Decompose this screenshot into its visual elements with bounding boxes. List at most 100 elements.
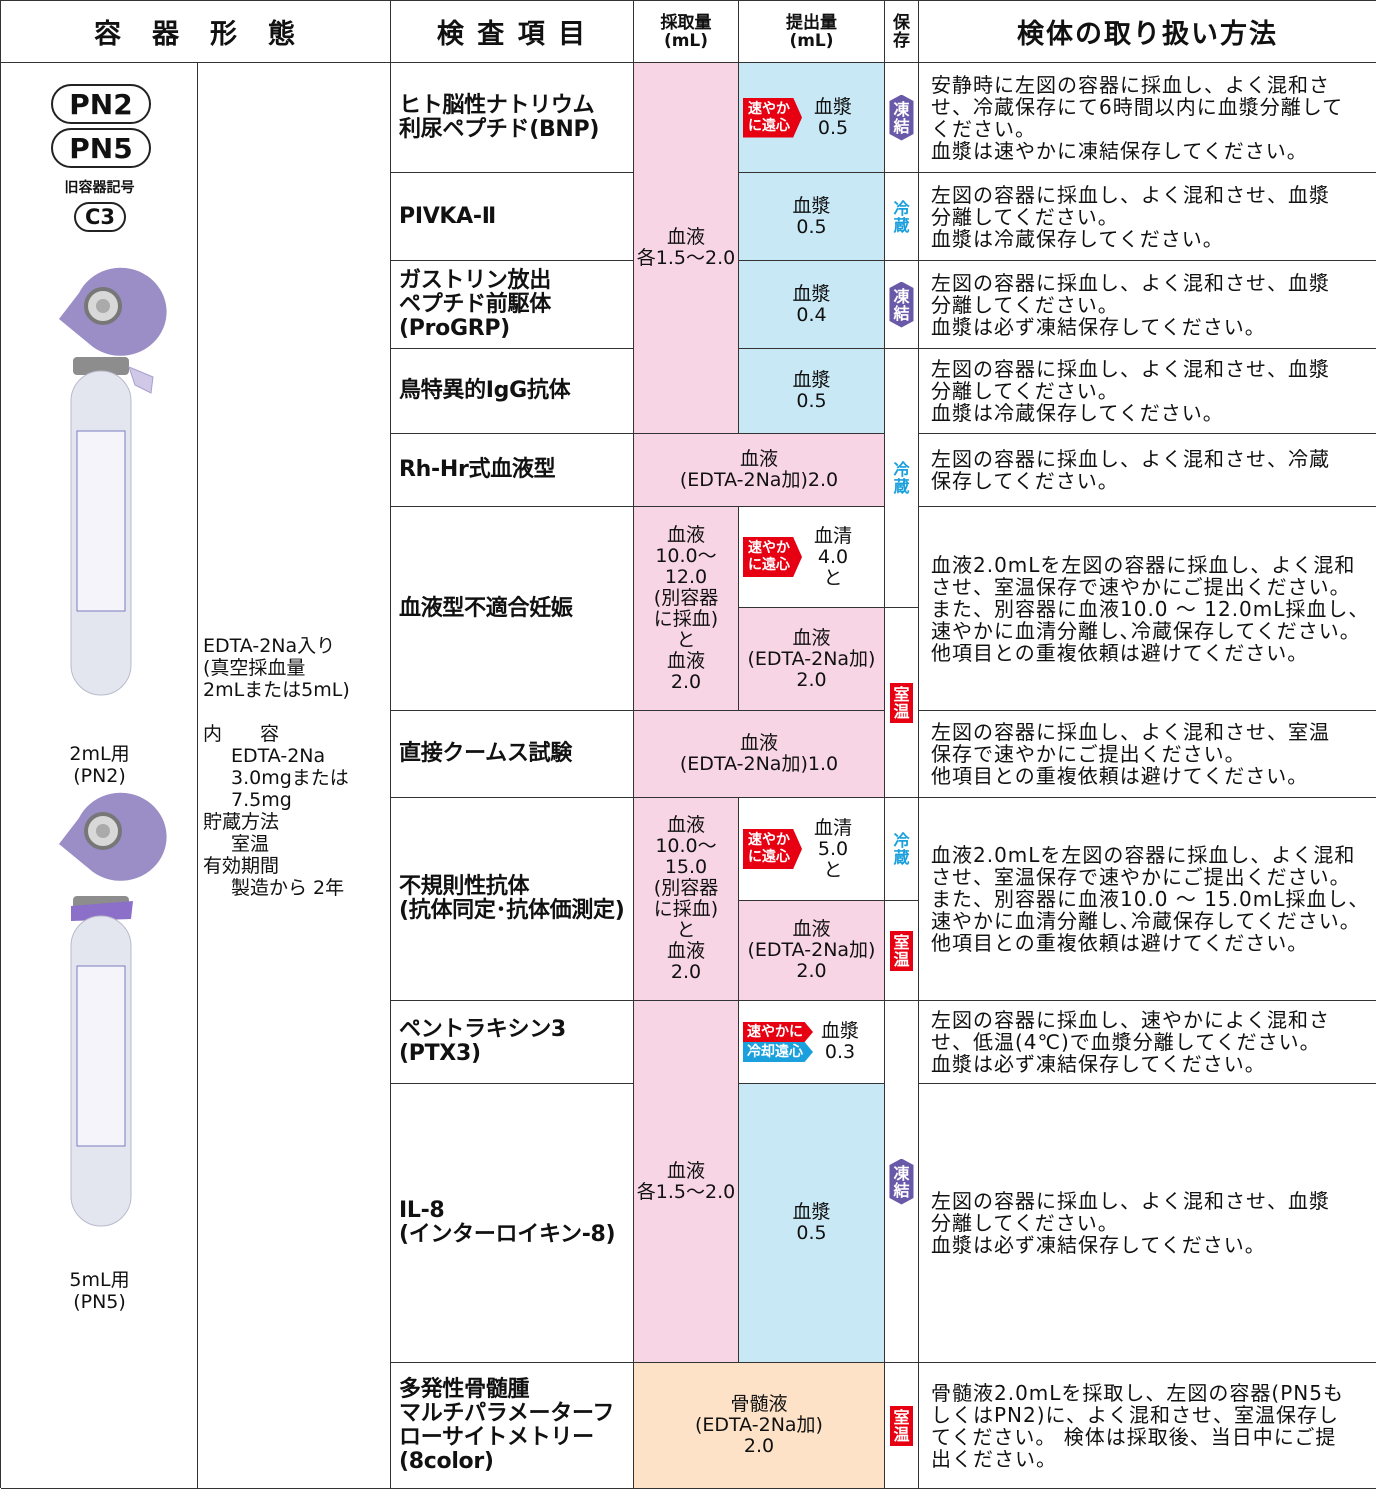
storage-cell: 凍結 (885, 1001, 919, 1363)
storage-cell: 冷蔵 (885, 349, 919, 608)
handling-line: 血漿は冷蔵保存してください。 (931, 401, 1224, 425)
header-cell: 容 器 形 態 (1, 1, 391, 63)
handling-line: ください。 (931, 116, 1036, 141)
header-cell: 保存 (885, 1, 919, 63)
badge-line: 速やか (748, 100, 790, 117)
handling-line: 左図の容器に採血し、よく混和させ、血漿 (931, 357, 1330, 381)
test-item: PIVKA-Ⅱ (399, 203, 496, 229)
submission-line: 血清 (814, 524, 853, 547)
handling-line: しくはPN2)に、よく混和させ、室温保存し (931, 1402, 1339, 1427)
header-text: 採取量 (660, 12, 712, 33)
header-text: 提出量 (786, 12, 837, 33)
handling-line: 保存で速やかにご提出ください。 (931, 742, 1246, 766)
storage-char: 蔵 (893, 215, 910, 235)
storage-char: 室 (893, 932, 910, 952)
text-block: 骨髄液 (EDTA-2Na加) 2.0 (695, 1394, 823, 1457)
text-block: 保存 (893, 14, 910, 50)
submission-cell: 速やか に遠心 血清 5.0 と (739, 798, 885, 901)
text-block: 血液(EDTA-2Na加)2.0 (680, 449, 838, 491)
collection-line: 血液 (739, 732, 778, 754)
collection-line: に採血) (653, 607, 719, 630)
test-item: 不規則性抗体 (399, 874, 530, 899)
storage-char: 冷 (893, 831, 910, 850)
storage-char: 温 (893, 1424, 910, 1444)
storage-char: 凍 (893, 286, 910, 306)
collection-line: 血液 (666, 649, 705, 672)
text-block: 血液 各1.5～2.0 (637, 227, 735, 269)
submission-cell: 血漿 0.5 (739, 1084, 885, 1363)
test-item: (8color) (399, 1448, 494, 1474)
text-block: 提出量 (mL) (786, 14, 837, 50)
test-item: ペントラキシン3 (399, 1017, 566, 1042)
handling-cell: 左図の容器に採血し、速やかによく混和さ せ、低温(4℃)で血漿分離してください。血… (919, 1001, 1376, 1084)
text-block: 製造から 2年 (203, 877, 388, 899)
collection-cell: 血液 10.0～ 15.0 (別容器 に採血) と血液 2.0 (634, 798, 739, 1001)
text-block: 血液 各1.5～2.0 (637, 1160, 735, 1203)
storage-char: 結 (893, 116, 910, 136)
handling-line: 左図の容器に採血し、よく混和させ、室温 (931, 720, 1330, 744)
test-item: (抗体同定･抗体価測定) (399, 898, 625, 923)
badge-line: 速やかに (743, 1022, 813, 1042)
test-item: 直接クームス試験 (399, 741, 572, 766)
storage-char: 冷 (893, 460, 910, 479)
handling-cell: 左図の容器に採血し、よく混和させ、血漿 分離してください。 血漿は冷蔵保存してくださ… (919, 173, 1376, 261)
text-block: 血液型不適合妊娠 (399, 596, 573, 621)
test-item-cell: 直接クームス試験 (391, 711, 634, 798)
collection-line: (EDTA-2Na加) (695, 1414, 823, 1436)
handling-line: 速やかに血清分離し､冷蔵保存してください。 (931, 618, 1361, 643)
test-item: Rh-Hr式血液型 (399, 457, 556, 482)
text-block: ペントラキシン3 (PTX3) (399, 1018, 566, 1066)
text-block: 血漿 0.4 (792, 282, 831, 326)
submission-cell: 速やか に遠心 血清 4.0 と (739, 507, 885, 608)
text-block: ガストリン放出 ペプチド前駆体 (ProGRP) (399, 268, 551, 341)
collection-line: 血液 (666, 940, 705, 962)
collection-line: (EDTA-2Na加)1.0 (679, 753, 839, 775)
container-illustration (59, 267, 167, 1227)
tube-label: 5mL用 (PN5) (1, 1269, 198, 1313)
handling-line: 他項目との重複依頼は避けてください。 (931, 640, 1309, 665)
submission-cell: 速やかに 冷却遠心 血漿 0.3 (739, 1001, 885, 1084)
collection-line: 血液 (666, 523, 705, 546)
submission-cell: 血液 (EDTA-2Na加) 2.0 (739, 901, 885, 1001)
text-block: 血漿 0.5 (814, 96, 852, 139)
handling-line: させ、室温保存で速やかにご提出ください。 (931, 865, 1351, 889)
tube-label-line: (PN5) (73, 1291, 126, 1313)
badge-line: に遠心 (748, 849, 790, 865)
handling-cell: 左図の容器に採血し、よく混和させ、血漿 分離してください。 血漿は冷蔵保存してくださ… (919, 349, 1376, 434)
desc-line: 製造から 2年 (231, 877, 345, 899)
handling-line: 血漿は必ず凍結保存してください。 (931, 1052, 1266, 1076)
header-text: (mL) (789, 30, 834, 51)
desc-label: 内 容 (203, 723, 280, 745)
desc-label: 有効期間 (203, 855, 280, 877)
submission-line: 2.0 (796, 960, 827, 982)
test-item: ペプチド前駆体 (399, 291, 551, 317)
storage-cell: 室温 (885, 608, 919, 798)
storage-char: 凍 (893, 99, 910, 119)
submission-line: (EDTA-2Na加) (747, 647, 876, 670)
handling-line: てください。 検体は採取後、当日中にご提 (931, 1424, 1337, 1449)
desc-line: 室温 (231, 833, 270, 855)
text-block: 血液2.0mLを左図の容器に採血し、よく混和 させ、室温保存で速やかにご提出くださ… (927, 844, 1369, 954)
handling-line: 他項目との重複依頼は避けてください。 (931, 764, 1309, 788)
test-item-cell: 血液型不適合妊娠 (391, 507, 634, 711)
collection-line: 血液 (739, 448, 778, 470)
submission-cell: 血液 (EDTA-2Na加) 2.0 (739, 608, 885, 711)
desc-line: EDTA-2Na入り (203, 635, 336, 657)
test-item: マルチパラメーターフ (399, 1400, 615, 1426)
handling-line: 分離してください。 (931, 204, 1119, 229)
submission-line: 血漿 (792, 282, 831, 305)
collection-line: (別容器 (653, 586, 719, 609)
test-item: 利尿ペプチド(BNP) (399, 116, 600, 142)
handling-line: また、別容器に血液10.0 ～ 12.0mL採血し、 (931, 596, 1370, 621)
text-block: PIVKA-Ⅱ (399, 203, 496, 229)
container-code: PN5 (51, 128, 151, 168)
handling-cell: 左図の容器に採血し、よく混和させ、冷蔵 保存してください。 (919, 434, 1376, 507)
handling-line: また、別容器に血液10.0 ～ 15.0mL採血し、 (931, 887, 1370, 911)
test-item-cell: 鳥特異的IgG抗体 (391, 349, 634, 434)
text-block: 室温 (203, 833, 388, 855)
storage-mark: 室温 (890, 930, 913, 971)
badge: 速やか に遠心 (743, 97, 802, 138)
storage-char: 室 (893, 1407, 910, 1427)
tube-2ml (59, 267, 167, 696)
